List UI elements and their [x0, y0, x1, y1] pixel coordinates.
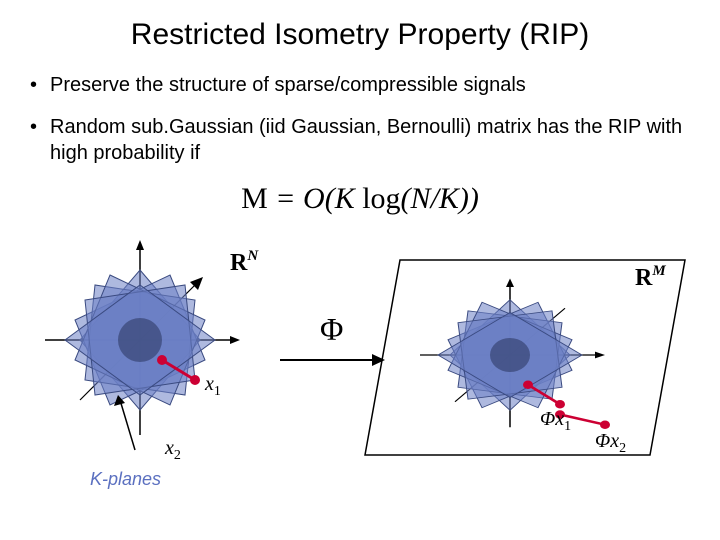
left-x2-label: x2 — [164, 437, 181, 463]
slide-title: Restricted Isometry Property (RIP) — [30, 18, 690, 52]
formula: M = O(K log(N/K)) — [30, 182, 690, 216]
right-star — [420, 279, 610, 429]
right-x2-label: Φx2 — [595, 430, 626, 456]
right-x1-label: Φx1 — [540, 408, 571, 434]
left-space-label: RN — [230, 248, 259, 276]
bullet-1: Preserve the structure of sparse/compres… — [30, 72, 690, 98]
kplanes-caption: K-planes — [90, 469, 161, 490]
diagram-svg: RN x1 x2 Φ RM — [30, 230, 690, 470]
bullet-list: Preserve the structure of sparse/compres… — [30, 72, 690, 166]
left-x1-label: x1 — [204, 373, 221, 399]
left-star — [45, 240, 240, 450]
bullet-2: Random sub.Gaussian (iid Gaussian, Berno… — [30, 114, 690, 166]
diagram: RN x1 x2 Φ RM — [30, 230, 690, 490]
phi-symbol: Φ — [320, 311, 343, 347]
right-space-label: RM — [635, 263, 666, 291]
